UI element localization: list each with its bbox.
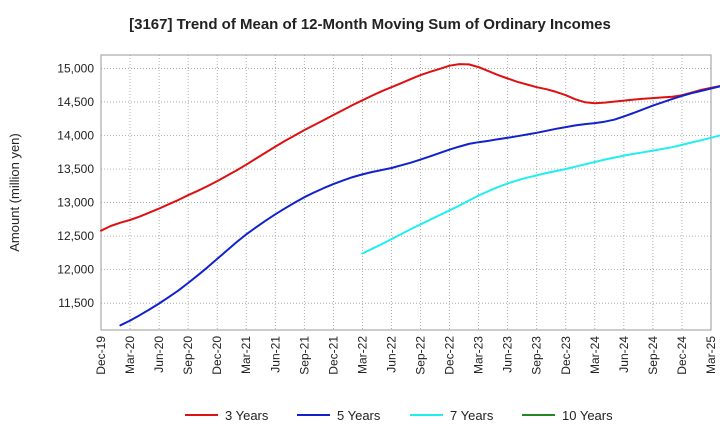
legend-label-5-years: 5 Years xyxy=(337,408,381,423)
x-tick-label: Dec-24 xyxy=(675,336,689,375)
series-line-5-years xyxy=(119,85,720,327)
y-tick-label: 12,000 xyxy=(57,263,94,277)
x-tick-label: Sep-21 xyxy=(297,336,311,375)
legend-label-10-years: 10 Years xyxy=(562,408,613,423)
y-tick-label: 14,500 xyxy=(57,95,94,109)
y-tick-label: 15,000 xyxy=(57,61,94,75)
x-tick-label: Mar-25 xyxy=(704,336,718,374)
y-tick-label: 12,500 xyxy=(57,229,94,243)
legend: 3 Years 5 Years 7 Years 10 Years xyxy=(185,408,613,423)
x-tick-labels: Dec-19 Mar-20 Jun-20 Sep-20 Dec-20 Mar-21 Jun-… xyxy=(94,336,718,375)
x-tick-label: Mar-24 xyxy=(588,336,602,374)
y-axis-label: Amount (million yen) xyxy=(7,133,22,252)
series-line-3-years xyxy=(100,63,720,232)
y-tick-label: 11,500 xyxy=(58,296,94,310)
series-line-7-years xyxy=(361,134,720,255)
x-tick-label: Jun-22 xyxy=(384,336,398,373)
x-tick-label: Jun-23 xyxy=(501,336,515,373)
x-tick-label: Dec-20 xyxy=(210,336,224,375)
legend-label-3-years: 3 Years xyxy=(225,408,269,423)
plot-frame xyxy=(100,54,712,331)
x-tick-label: Dec-22 xyxy=(443,336,457,375)
legend-label-7-years: 7 Years xyxy=(450,408,494,423)
x-tick-label: Sep-22 xyxy=(414,336,428,375)
x-tick-label: Jun-20 xyxy=(152,336,166,373)
x-tick-label: Dec-19 xyxy=(94,336,108,375)
x-tick-label: Sep-24 xyxy=(646,336,660,375)
x-tick-label: Mar-22 xyxy=(355,336,369,374)
x-tick-label: Mar-23 xyxy=(472,336,486,374)
x-tick-label: Sep-23 xyxy=(530,336,544,375)
x-tick-label: Mar-21 xyxy=(239,336,253,374)
x-tick-label: Jun-24 xyxy=(617,336,631,373)
x-tick-label: Jun-21 xyxy=(268,336,282,373)
x-tick-label: Dec-23 xyxy=(559,336,573,375)
x-tick-label: Sep-20 xyxy=(181,336,195,375)
y-tick-labels: 11,500 12,000 12,500 13,000 13,500 14,000 14,5… xyxy=(57,61,94,310)
series-layer xyxy=(100,63,720,327)
chart-title: [3167] Trend of Mean of 12-Month Moving … xyxy=(129,16,611,33)
x-tick-label: Dec-21 xyxy=(326,336,340,375)
y-tick-label: 13,000 xyxy=(57,196,94,210)
y-tick-label: 13,500 xyxy=(57,162,94,176)
x-tick-label: Mar-20 xyxy=(123,336,137,374)
y-tick-label: 14,000 xyxy=(57,128,94,142)
